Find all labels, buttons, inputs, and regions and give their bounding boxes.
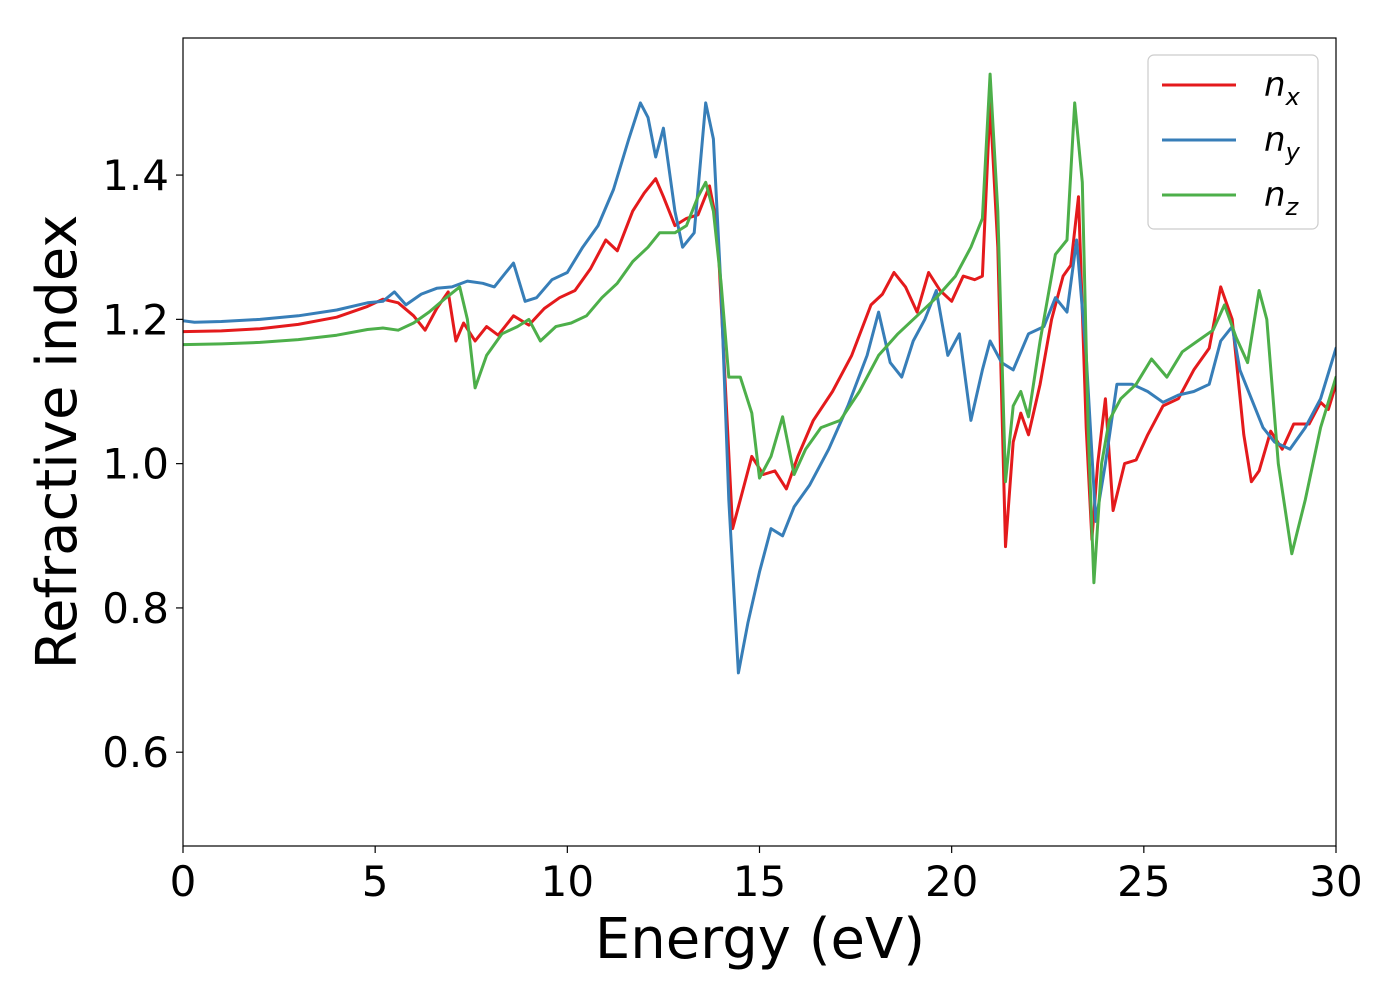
series-lines — [183, 72, 1336, 675]
y-tick-label: 1.0 — [102, 440, 169, 489]
legend-label-nx: nx — [1264, 65, 1301, 111]
x-tick-label: 15 — [733, 857, 786, 906]
legend-label-ny: ny — [1264, 120, 1301, 166]
y-tick-label: 1.2 — [102, 295, 169, 344]
x-tick-label: 0 — [170, 857, 197, 906]
plot-layer — [182, 37, 1337, 847]
series-line-nx — [183, 101, 1336, 549]
y-tick-label: 0.6 — [102, 728, 169, 777]
tick-layer: 0 5 10 15 20 25 30 0.6 0.8 1.0 1.2 1.4 — [102, 151, 1363, 906]
legend-label-nz: nz — [1264, 175, 1300, 221]
series-line-nz — [183, 72, 1336, 585]
legend: nx ny nz — [1147, 54, 1319, 230]
legend-box — [1147, 54, 1319, 230]
x-tick-label: 5 — [362, 857, 389, 906]
x-tick-label: 20 — [925, 857, 978, 906]
x-tick-label: 30 — [1309, 857, 1362, 906]
x-tick-label: 10 — [541, 857, 594, 906]
series-line-ny — [183, 101, 1336, 675]
y-tick-label: 1.4 — [102, 151, 169, 200]
y-tick-label: 0.8 — [102, 584, 169, 633]
x-axis-label: Energy (eV) — [595, 907, 925, 972]
y-axis-label: Refractive index — [25, 215, 90, 670]
x-tick-label: 25 — [1117, 857, 1170, 906]
